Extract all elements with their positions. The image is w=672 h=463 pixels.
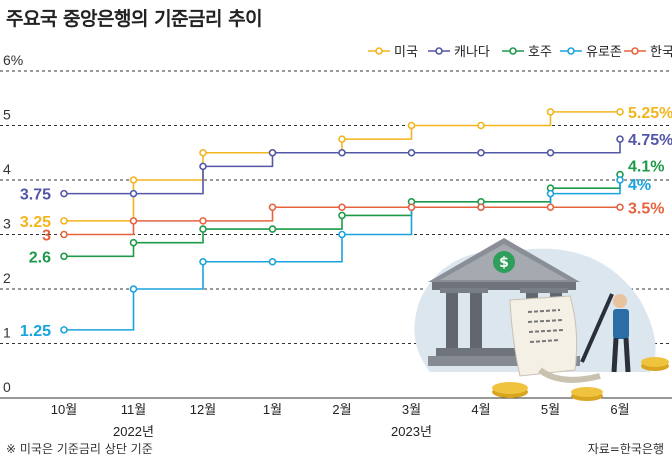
end-value-label: 4% [628,177,651,194]
end-value-label: 3.5% [628,200,664,217]
dollar-coin-icon [493,251,515,273]
legend-marker [567,47,575,55]
end-value-label: 4.1% [628,159,664,176]
data-point [477,148,485,157]
x-tick-label: 6월 [610,402,629,417]
label-layer: 0 1 2 3 4 5 6% 10월 11월 12월 1월 2월 3월 4월 5월 6월 2022년 2023년 3… [3,52,672,439]
pen-icon [580,293,614,363]
bank-illustration: $ [414,238,669,401]
x-tick-label: 5월 [541,402,560,417]
legend-label: 호주 [528,44,552,59]
x-tick-label: 12월 [190,402,216,417]
data-point [616,135,624,143]
data-point [60,252,68,261]
data-point [616,176,624,184]
start-value-label: 3.25 [20,214,51,231]
x-tick-label: 3월 [402,402,421,417]
x-tick-label: 10월 [51,402,77,417]
end-value-label: 5.25% [628,105,672,122]
data-point [546,148,555,157]
x-tick-label: 1월 [263,402,282,417]
data-point [199,257,207,266]
data-point [60,189,68,198]
chart-title: 주요국 중앙은행의 기준금리 추이 [6,8,263,30]
legend-marker [375,47,383,55]
person-icon [613,294,627,308]
data-point [407,148,416,157]
y-tick-label: 5 [3,107,11,123]
data-point [546,203,555,212]
end-value-label: 4.75% [628,132,672,149]
data-point [477,203,485,212]
bank-column-icon [446,292,458,348]
data-point [268,148,277,157]
x-tick-label: 11월 [121,402,146,417]
legend-label: 캐나다 [454,44,490,59]
y-tick-label: 4 [3,161,11,177]
x-tick-label: 4월 [471,402,490,417]
series-line-2 [64,139,621,195]
x-tick-label: 2월 [332,402,351,417]
legend: 미국 캐나다 호주 유로존 한국 [368,44,672,59]
data-point [60,230,68,239]
data-point [60,326,68,334]
data-point [60,217,68,225]
data-point [199,148,207,157]
start-value-label: 3.75 [20,187,51,204]
data-point [338,230,346,239]
year-label: 2023년 [391,424,432,439]
y-tick-label: 3 [3,216,11,232]
data-point [129,217,138,225]
legend-marker [509,47,517,55]
footnote: ※ 미국은 기준금리 상단 기준 [6,442,153,456]
document-scroll-icon [509,295,578,377]
y-tick-label: 1 [3,325,11,341]
legend-label: 한국 [650,44,672,59]
data-point [407,203,416,212]
series-line-1 [64,111,620,222]
year-label: 2022년 [113,424,154,439]
y-tick-label: 6% [3,52,23,68]
data-point [199,217,207,225]
legend-marker [435,47,443,55]
data-point [129,176,138,184]
data-point [268,257,277,266]
legend-label: 유로존 [586,44,622,59]
series-layer [60,108,624,334]
data-point [338,211,346,220]
start-value-label: 3 [42,228,51,245]
start-value-label: 2.6 [29,249,51,266]
start-value-label: 1.25 [20,323,51,340]
legend-label: 미국 [394,44,418,59]
data-point [477,121,485,130]
data-point [546,189,555,198]
data-point [338,135,346,143]
data-point [546,108,555,116]
data-point [268,225,277,233]
svg-text:$: $ [499,255,509,271]
data-point [616,203,624,212]
data-point [407,121,416,130]
data-point [338,203,346,212]
source-note: 자료=한국은행 [587,442,664,456]
data-point [129,189,138,198]
y-tick-label: 0 [3,379,11,395]
data-point [129,238,138,247]
legend-marker [631,47,639,55]
data-point [338,148,346,157]
data-point [268,203,277,212]
data-point [616,108,624,116]
data-point [199,225,207,233]
y-tick-label: 2 [3,270,11,286]
data-point [129,285,138,293]
data-point [199,162,207,171]
